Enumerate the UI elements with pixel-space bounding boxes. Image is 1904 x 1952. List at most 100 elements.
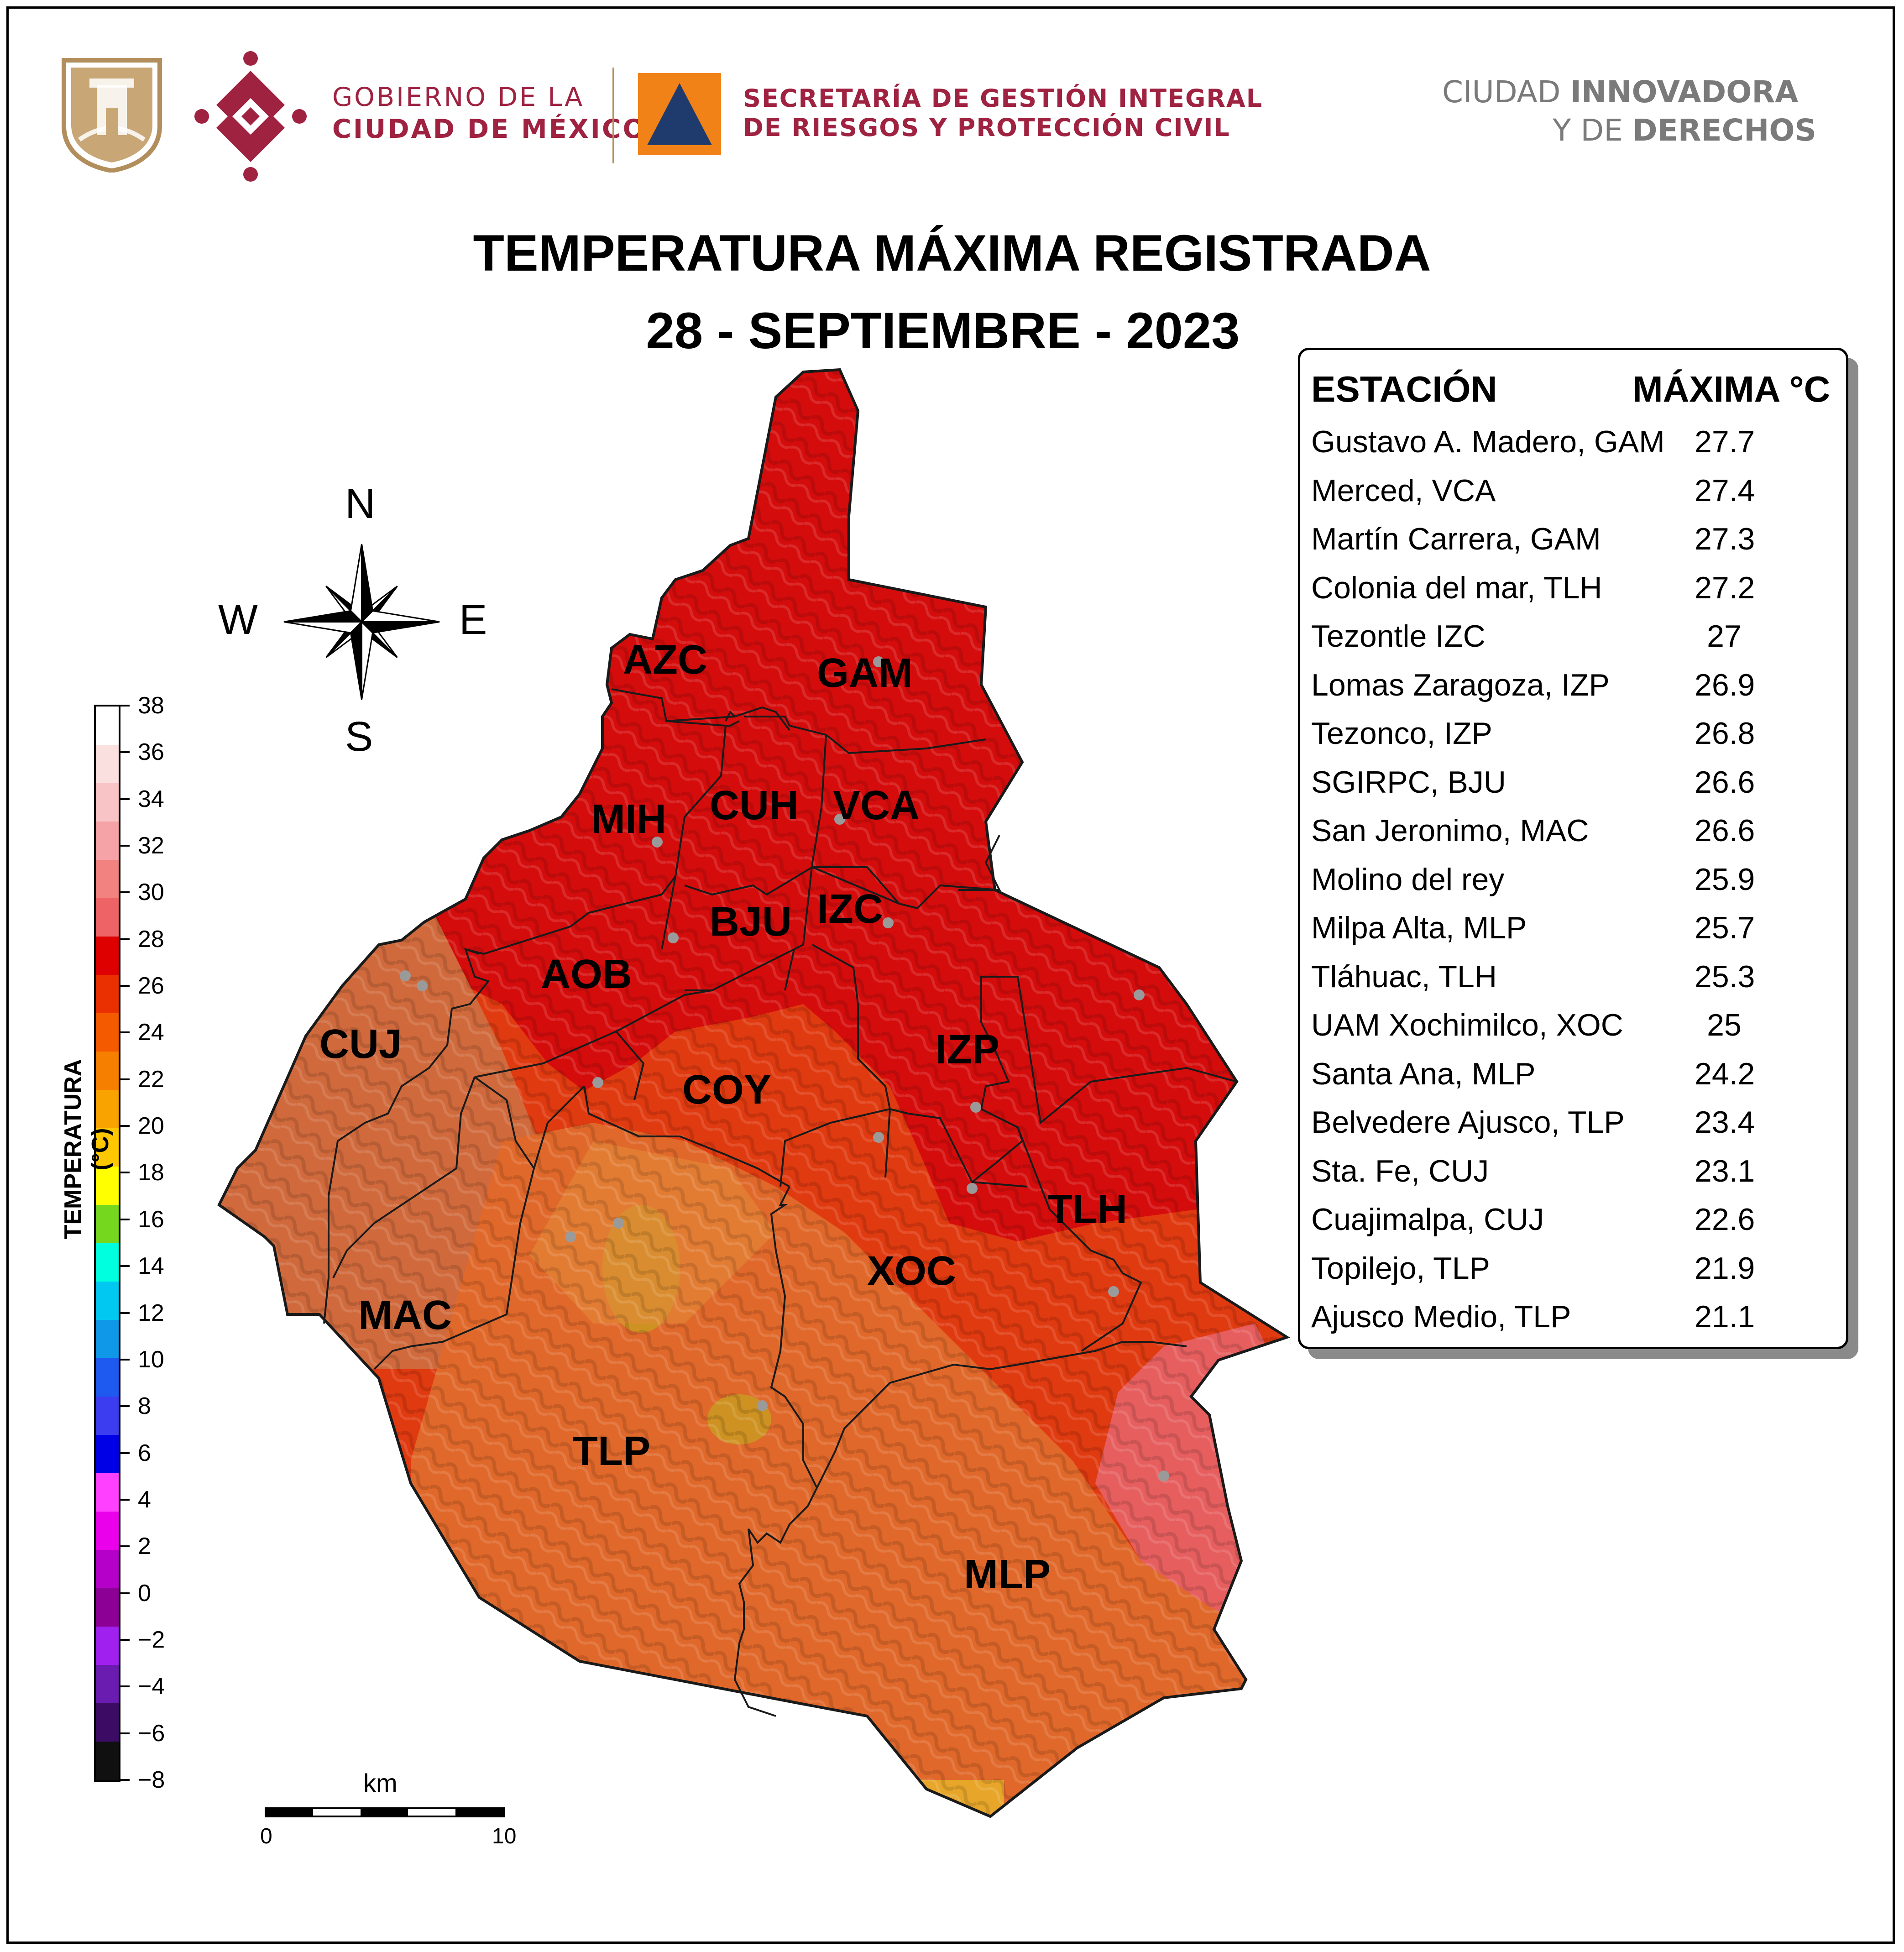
gov-line1: GOBIERNO DE LA [332, 82, 585, 112]
table-row: Molino del rey 25.9 [1311, 862, 1836, 910]
station-max-value: 26.6 [1695, 813, 1755, 848]
compass-south: S [345, 713, 373, 760]
station-name: Gustavo A. Madero, GAM [1311, 424, 1665, 459]
table-row: Milpa Alta, MLP 25.7 [1311, 910, 1836, 958]
district-label-mac: MAC [358, 1293, 452, 1338]
colorbar-tick [120, 798, 130, 800]
table-row: Topilejo, TLP 21.9 [1311, 1251, 1836, 1299]
station-max-value: 27.4 [1695, 473, 1755, 508]
station-name: Tezontle IZC [1311, 619, 1486, 654]
colorbar-tick-label: 36 [138, 739, 164, 766]
colorbar-segment [96, 1397, 119, 1435]
colorbar-tick [120, 1265, 130, 1267]
colorbar-segment [96, 1205, 119, 1244]
scale-bar-unit: km [363, 1769, 398, 1797]
colorbar-tick [120, 845, 130, 847]
table-row: Cuajimalpa, CUJ 22.6 [1311, 1202, 1836, 1250]
colorbar-segment [96, 1243, 119, 1282]
station-max-value: 27.3 [1695, 522, 1755, 556]
colorbar-tick [120, 1452, 130, 1454]
station-name: Cuajimalpa, CUJ [1311, 1202, 1544, 1237]
colorbar-tick [120, 1592, 130, 1594]
colorbar-tick-label: 4 [138, 1486, 151, 1513]
slogan: CIUDAD INNOVADORA Y DE DERECHOS [1442, 73, 1835, 150]
gov-name: GOBIERNO DE LA CIUDAD DE MÉXICO [332, 81, 647, 145]
district-label-cuj: CUJ [319, 1021, 402, 1067]
colorbar-tick-label: 12 [138, 1299, 164, 1326]
table-row: Colonia del mar, TLH 27.2 [1311, 570, 1836, 618]
colorbar-tick-label: 0 [138, 1580, 151, 1607]
colorbar-tick-label: 34 [138, 785, 164, 812]
colorbar-segment [96, 1742, 119, 1780]
district-label-xoc: XOC [867, 1248, 956, 1294]
colorbar-tick-label: 24 [138, 1019, 164, 1046]
cdmx-emblem-logo [194, 51, 307, 182]
colorbar-tick-label: −2 [138, 1626, 165, 1653]
gov-line2: CIUDAD DE MÉXICO [332, 114, 647, 144]
station-max-value: 26.6 [1695, 764, 1755, 800]
colorbar-tick [120, 1031, 130, 1034]
station-max-value: 21.1 [1695, 1299, 1755, 1334]
station-max-value: 27.2 [1695, 570, 1755, 605]
station-name: Topilejo, TLP [1311, 1251, 1490, 1286]
outer-frame [6, 6, 1895, 1944]
colorbar-segment [96, 1358, 119, 1397]
compass-north: N [345, 481, 376, 527]
table-row: Merced, VCA 27.4 [1311, 473, 1836, 521]
colorbar-tick [120, 1779, 130, 1781]
slogan-line1-a: CIUDAD [1442, 74, 1570, 110]
sgirpc-name: SECRETARÍA DE GESTIÓN INTEGRAL DE RIESGO… [743, 84, 1263, 142]
sgirpc-logo [638, 73, 721, 155]
colorbar-tick [120, 1498, 130, 1501]
district-label-cuh: CUH [710, 783, 799, 828]
colorbar-tick [120, 1312, 130, 1314]
table-row: Belvedere Ajusco, TLP 23.4 [1311, 1104, 1836, 1153]
colorbar-segment [96, 783, 119, 822]
title-line1: TEMPERATURA MÁXIMA REGISTRADA [473, 225, 1431, 282]
slogan-line2-a: Y DE [1553, 113, 1632, 148]
colorbar-segment [96, 1665, 119, 1704]
colorbar-tick-label: −8 [138, 1767, 165, 1793]
colorbar-tick-label: 26 [138, 973, 164, 1000]
colorbar-segment [96, 1627, 119, 1665]
table-row: Tezontle IZC 27 [1311, 618, 1836, 667]
station-name: Milpa Alta, MLP [1311, 911, 1527, 945]
district-label-mih: MIH [591, 796, 666, 842]
colorbar-segment [96, 898, 119, 937]
colorbar-tick-label: 16 [138, 1206, 164, 1233]
colorbar-tick [120, 1685, 130, 1688]
colorbar-tick-label: 20 [138, 1113, 164, 1140]
scale-bar-end: 10 [492, 1824, 517, 1848]
station-name: Martín Carrera, GAM [1311, 522, 1601, 556]
sec-line2: DE RIESGOS Y PROTECCIÓN CIVIL [743, 113, 1230, 142]
district-label-vca: VCA [833, 783, 920, 828]
table-row: Tláhuac, TLH 25.3 [1311, 959, 1836, 1007]
station-max-value: 26.8 [1695, 716, 1755, 751]
colorbar-tick-label: 38 [138, 692, 164, 719]
district-label-bju: BJU [710, 899, 792, 945]
colorbar-tick-label: 22 [138, 1066, 164, 1093]
scale-bar-start: 0 [260, 1824, 272, 1848]
station-max-value: 22.6 [1695, 1202, 1755, 1237]
table-header-station: ESTACIÓN [1311, 369, 1497, 409]
title-line2: 28 - SEPTIEMBRE - 2023 [646, 302, 1240, 359]
table-row: UAM Xochimilco, XOC 25 [1311, 1007, 1836, 1056]
station-name: Belvedere Ajusco, TLP [1311, 1105, 1625, 1140]
slogan-line2-b: DERECHOS [1632, 113, 1816, 148]
colorbar-tick-label: 30 [138, 879, 164, 906]
station-name: Tezonco, IZP [1311, 716, 1492, 751]
colorbar-segment [96, 1013, 119, 1052]
station-name: UAM Xochimilco, XOC [1311, 1008, 1623, 1042]
colorbar-segment [96, 937, 119, 975]
compass-rose-icon [283, 544, 440, 700]
colorbar-tick [120, 705, 130, 706]
district-label-mlp: MLP [964, 1552, 1051, 1597]
slogan-line1-b: INNOVADORA [1570, 74, 1799, 110]
colorbar-tick [120, 1172, 130, 1174]
colorbar-segment [96, 1320, 119, 1359]
colorbar-segment [96, 860, 119, 899]
colorbar-segment [96, 1090, 119, 1129]
station-name: Molino del rey [1311, 862, 1505, 897]
colorbar-segment [96, 745, 119, 784]
table-row: San Jeronimo, MAC 26.6 [1311, 813, 1836, 861]
